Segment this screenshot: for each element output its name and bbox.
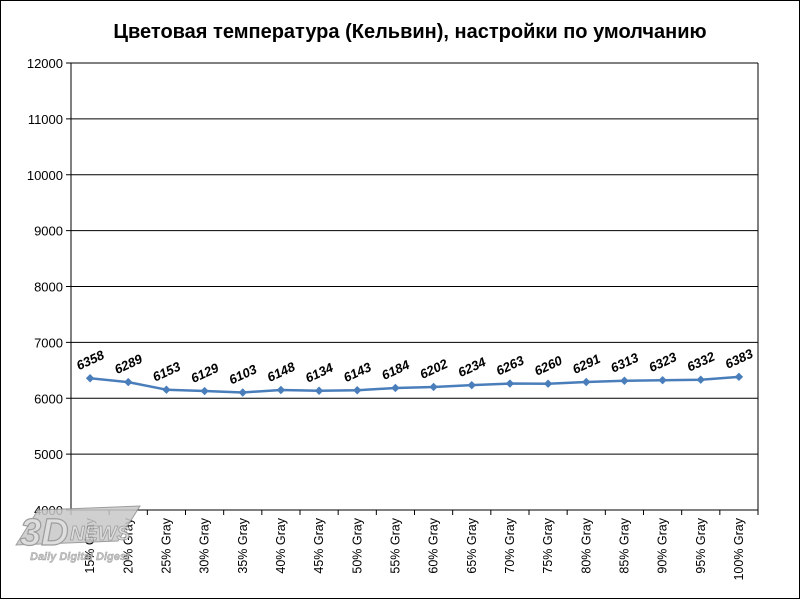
data-label: 6202 xyxy=(417,356,450,382)
data-label: 6134 xyxy=(303,359,336,385)
x-tick-label: 75% Gray xyxy=(541,517,555,573)
y-tick-label: 11000 xyxy=(28,112,63,127)
data-label: 6260 xyxy=(532,352,565,378)
y-tick-label: 6000 xyxy=(34,391,63,406)
x-tick-label: 50% Gray xyxy=(350,517,364,573)
gridlines xyxy=(71,62,758,511)
data-point xyxy=(124,377,133,387)
x-tick-label: 70% Gray xyxy=(503,517,517,573)
y-tick-label: 8000 xyxy=(34,280,63,295)
data-point xyxy=(696,375,705,384)
x-tick-label: 90% Gray xyxy=(656,517,670,573)
data-point xyxy=(582,377,591,387)
data-point xyxy=(391,383,400,393)
x-tick-label: 100% Gray xyxy=(732,517,746,580)
data-point xyxy=(238,388,247,397)
data-label: 6263 xyxy=(494,352,527,378)
y-tick-label: 5000 xyxy=(34,447,63,462)
x-tick-label: 85% Gray xyxy=(617,517,631,573)
y-tick-label: 9000 xyxy=(34,224,63,239)
x-tick-label: 65% Gray xyxy=(465,517,479,573)
x-axis-ticks: 15% Gray 20% Gray 25% Gray 30% Gray 35% Gray… xyxy=(70,510,759,581)
y-tick-label: 7000 xyxy=(34,335,63,350)
data-point xyxy=(85,374,95,383)
data-point xyxy=(734,372,744,382)
data-point xyxy=(543,379,553,388)
x-tick-label: 40% Gray xyxy=(274,517,288,573)
data-point xyxy=(162,385,171,394)
x-tick-label: 60% Gray xyxy=(427,517,441,573)
x-tick-label: 25% Gray xyxy=(159,517,173,573)
data-label: 6129 xyxy=(188,360,221,386)
data-label: 6289 xyxy=(112,351,145,377)
data-point xyxy=(505,379,515,388)
series-path xyxy=(89,375,740,394)
watermark-plate xyxy=(15,505,141,546)
watermark-tagline: Daily Digital Digest xyxy=(30,551,131,563)
x-tick-label: 45% Gray xyxy=(312,517,326,573)
x-tick-label: 80% Gray xyxy=(579,517,593,573)
data-point xyxy=(353,386,362,395)
data-point xyxy=(620,376,629,385)
data-label: 6184 xyxy=(379,357,412,383)
data-point xyxy=(429,382,438,392)
data-label: 6313 xyxy=(608,349,641,375)
data-label: 6103 xyxy=(227,361,260,387)
data-label: 6234 xyxy=(456,354,489,380)
x-tick-label: 20% Gray xyxy=(121,517,135,573)
watermark-news: NEWS xyxy=(70,523,131,545)
data-label: 6358 xyxy=(74,347,107,373)
y-tick-label: 10000 xyxy=(27,168,63,183)
data-label: 6323 xyxy=(646,349,679,375)
x-tick-label: 95% Gray xyxy=(694,517,708,573)
data-label: 6291 xyxy=(570,351,603,377)
data-label: 6153 xyxy=(150,358,183,384)
data-label: 6143 xyxy=(341,359,374,385)
data-label: 6383 xyxy=(723,346,756,372)
series-line xyxy=(85,372,744,397)
y-tick-label: 12000 xyxy=(27,56,63,71)
watermark-logo: 3D NEWS Daily Digital Digest xyxy=(15,505,141,563)
y-axis-ticks: 400050006000700080009000100001100012000 xyxy=(27,56,71,518)
data-point xyxy=(467,380,476,390)
x-tick-label: 35% Gray xyxy=(236,517,250,573)
data-point xyxy=(276,385,286,395)
data-label: 6332 xyxy=(685,348,718,374)
data-point xyxy=(658,375,667,385)
x-tick-label: 30% Gray xyxy=(198,517,212,573)
data-point xyxy=(200,386,209,396)
watermark-3d: 3D xyxy=(20,512,69,554)
data-point xyxy=(314,386,324,395)
data-label: 6148 xyxy=(265,359,298,385)
x-tick-label: 55% Gray xyxy=(388,517,402,573)
chart-title: Цветовая температура (Кельвин), настройк… xyxy=(113,21,706,43)
